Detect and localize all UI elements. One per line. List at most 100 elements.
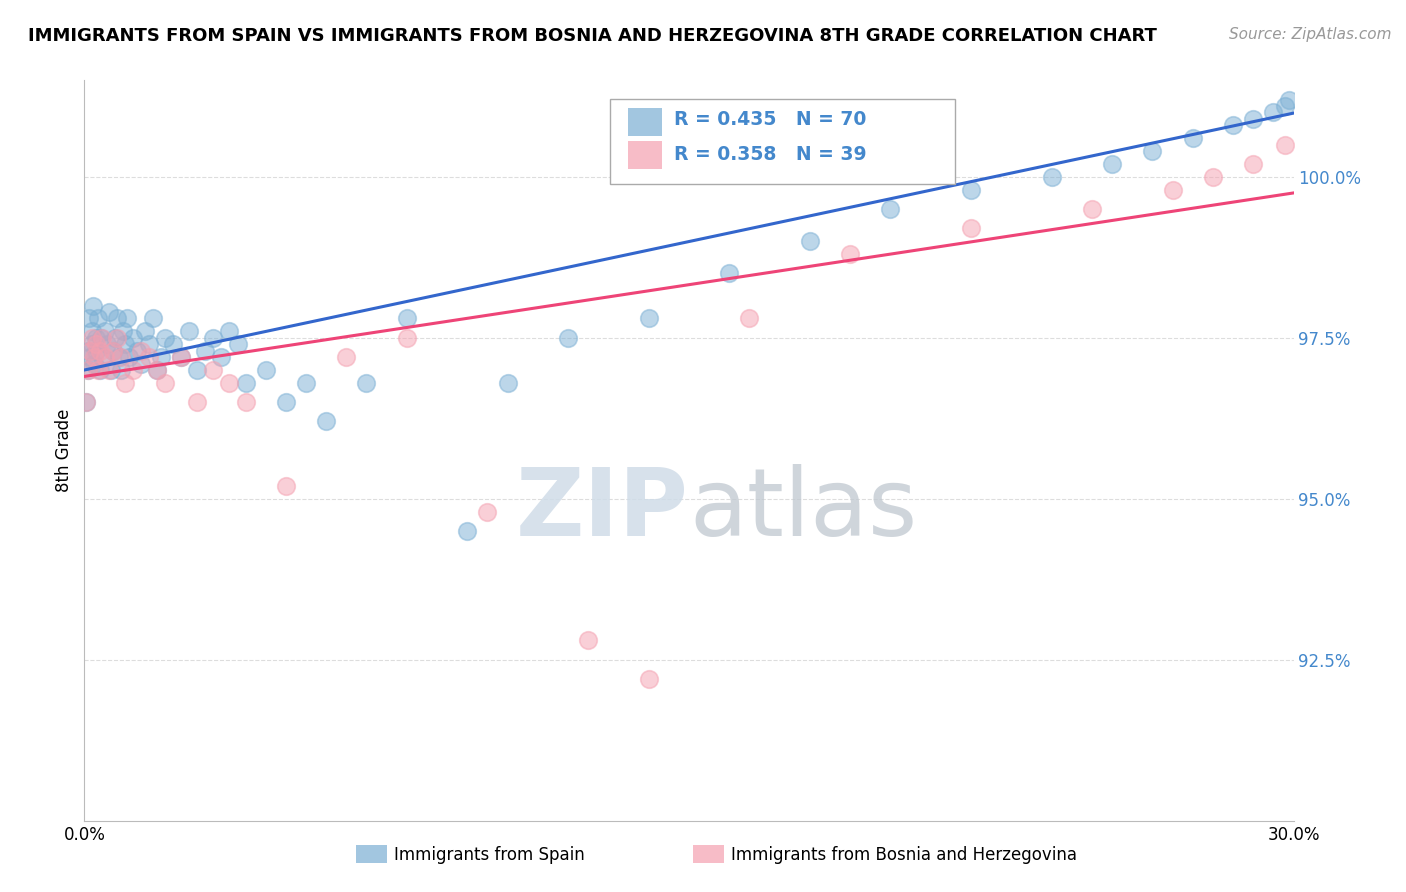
Point — [129, 357, 152, 371]
Point — [114, 337, 136, 351]
Point — [1161, 183, 1184, 197]
Bar — [628, 141, 662, 169]
Point — [91, 350, 114, 364]
Point — [1181, 131, 1204, 145]
Point — [202, 363, 225, 377]
Point — [1222, 119, 1244, 133]
Point — [114, 376, 136, 390]
Point — [1241, 157, 1264, 171]
Point — [90, 331, 112, 345]
Point — [82, 331, 104, 345]
Point — [111, 324, 134, 338]
Point — [637, 672, 659, 686]
Point — [170, 350, 193, 364]
Point — [186, 395, 208, 409]
Point — [110, 363, 132, 377]
Point — [356, 376, 378, 390]
Point — [115, 311, 138, 326]
Text: atlas: atlas — [689, 464, 917, 556]
Point — [83, 357, 105, 371]
Point — [75, 395, 97, 409]
Point — [202, 331, 225, 345]
Point — [91, 331, 114, 345]
Point — [100, 363, 122, 377]
Text: Immigrants from Bosnia and Herzegovina: Immigrants from Bosnia and Herzegovina — [731, 846, 1077, 863]
Point — [315, 415, 337, 429]
Point — [1142, 144, 1164, 158]
Point — [121, 331, 143, 345]
Point — [218, 376, 240, 390]
Point — [226, 337, 249, 351]
Point — [218, 324, 240, 338]
Point — [101, 343, 124, 358]
Text: Source: ZipAtlas.com: Source: ZipAtlas.com — [1229, 27, 1392, 42]
Point — [87, 363, 110, 377]
Point — [799, 234, 821, 248]
Point — [138, 350, 160, 364]
Point — [960, 183, 983, 197]
Point — [1241, 112, 1264, 126]
Point — [75, 395, 97, 409]
Point — [86, 343, 108, 358]
Point — [477, 505, 499, 519]
Y-axis label: 8th Grade: 8th Grade — [55, 409, 73, 492]
Point — [77, 363, 100, 377]
Point — [1101, 157, 1123, 171]
Point — [134, 324, 156, 338]
Point — [93, 350, 115, 364]
Point — [235, 395, 257, 409]
Point — [96, 337, 118, 351]
Point — [194, 343, 217, 358]
Point — [153, 331, 176, 345]
Point — [335, 350, 357, 364]
Text: R = 0.358   N = 39: R = 0.358 N = 39 — [675, 145, 868, 164]
Point — [274, 395, 297, 409]
Point — [97, 305, 120, 319]
Point — [274, 479, 297, 493]
Bar — [628, 108, 662, 136]
Point — [1274, 99, 1296, 113]
Point — [235, 376, 257, 390]
Text: IMMIGRANTS FROM SPAIN VS IMMIGRANTS FROM BOSNIA AND HERZEGOVINA 8TH GRADE CORREL: IMMIGRANTS FROM SPAIN VS IMMIGRANTS FROM… — [28, 27, 1157, 45]
Point — [254, 363, 277, 377]
Point — [77, 363, 100, 377]
Point — [79, 343, 101, 358]
Point — [110, 350, 132, 364]
Point — [146, 363, 169, 377]
Point — [395, 331, 418, 345]
Point — [82, 337, 104, 351]
Point — [576, 633, 599, 648]
Point — [82, 299, 104, 313]
Point — [209, 350, 232, 364]
Point — [93, 324, 115, 338]
Point — [86, 337, 108, 351]
Point — [84, 331, 107, 345]
Point — [97, 363, 120, 377]
Point — [496, 376, 519, 390]
Point — [107, 350, 129, 364]
Point — [557, 331, 579, 345]
Point — [83, 350, 105, 364]
Point — [104, 331, 127, 345]
Text: ZIP: ZIP — [516, 464, 689, 556]
Point — [142, 311, 165, 326]
FancyBboxPatch shape — [610, 99, 955, 184]
Point — [105, 331, 128, 345]
Point — [162, 337, 184, 351]
Point — [1263, 105, 1285, 120]
Point — [456, 524, 478, 538]
Point — [1278, 93, 1301, 107]
Text: Immigrants from Spain: Immigrants from Spain — [394, 846, 585, 863]
Point — [79, 350, 101, 364]
Point — [125, 343, 148, 358]
Point — [179, 324, 201, 338]
Point — [89, 363, 111, 377]
Point — [76, 343, 98, 358]
Point — [129, 343, 152, 358]
Point — [1040, 169, 1063, 184]
Point — [149, 350, 172, 364]
Point — [153, 376, 176, 390]
Point — [101, 343, 124, 358]
Point — [839, 247, 862, 261]
Point — [295, 376, 318, 390]
